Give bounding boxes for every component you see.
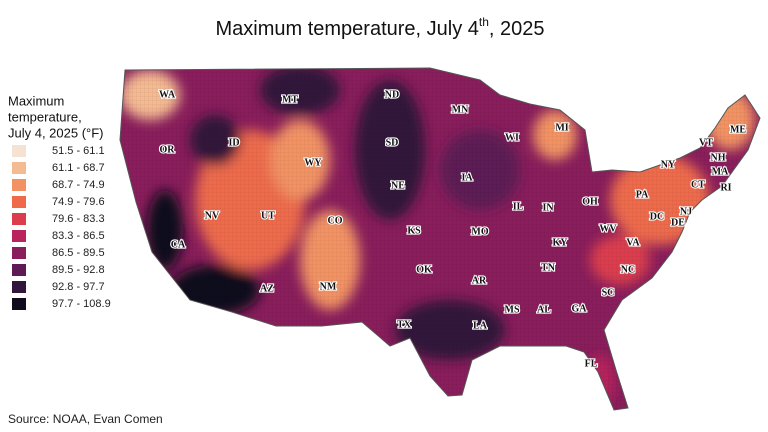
state-label: NM (320, 281, 337, 292)
state-label: ND (385, 89, 399, 100)
state-label: MN (452, 104, 469, 115)
state-label: CT (691, 179, 705, 190)
legend-label: 51.5 - 61.1 (52, 145, 105, 157)
state-label: IA (461, 172, 473, 183)
legend-swatch (12, 264, 26, 276)
state-label: AL (537, 304, 551, 315)
state-label: MI (555, 122, 568, 133)
state-label: RI (720, 182, 731, 193)
legend-swatch (12, 162, 26, 174)
state-label: OR (160, 144, 176, 155)
legend-label: 79.6 - 83.3 (52, 213, 105, 225)
state-label: GA (572, 303, 588, 314)
state-label: ME (730, 124, 746, 135)
legend-swatch (12, 281, 26, 293)
legend-swatch (12, 179, 26, 191)
state-label: WI (505, 132, 519, 143)
map-title: Maximum temperature, July 4th, 2025 (215, 15, 544, 40)
state-label: NH (711, 152, 726, 163)
state-label: NE (391, 180, 405, 191)
state-label: MT (282, 94, 298, 105)
state-label: OK (416, 264, 432, 275)
state-label: MA (712, 166, 729, 177)
state-label: UT (261, 210, 275, 221)
legend-label: 97.7 - 108.9 (52, 298, 111, 310)
state-label: IN (542, 202, 554, 213)
legend-swatch (12, 196, 26, 208)
state-label: CO (328, 215, 343, 226)
legend-swatch (12, 247, 26, 259)
state-label: IL (513, 201, 524, 212)
state-label: CA (171, 239, 186, 250)
legend-label: 61.1 - 68.7 (52, 162, 105, 174)
state-label: KY (553, 237, 569, 248)
legend-swatch (12, 230, 26, 242)
state-label: NJ (680, 206, 692, 217)
temperature-raster (120, 68, 760, 410)
state-label: TN (541, 262, 556, 273)
legend-swatch (12, 145, 26, 157)
state-label: VT (699, 137, 713, 148)
legend-swatch (12, 298, 26, 310)
state-label: AZ (260, 283, 274, 294)
title-rest: , 2025 (489, 18, 545, 40)
legend-label: 89.5 - 92.8 (52, 264, 105, 276)
legend-title: July 4, 2025 (°F) (8, 125, 104, 140)
state-label: VA (626, 237, 640, 248)
state-label: AR (472, 275, 487, 286)
title-sup: th (479, 15, 489, 29)
source: Source: NOAA, Evan Comen (8, 412, 163, 426)
state-label: LA (473, 320, 488, 331)
legend-title: temperature, (8, 109, 82, 124)
state-label: ID (228, 137, 239, 148)
state-label: KS (407, 225, 421, 236)
state-label: DC (650, 211, 664, 222)
state-label: WV (599, 223, 617, 234)
state-label: OH (582, 196, 598, 207)
legend-label: 74.9 - 79.6 (52, 196, 105, 208)
state-label: NV (205, 210, 220, 221)
state-label: PA (636, 189, 649, 200)
state-label: SD (386, 137, 399, 148)
state-label: FL (585, 358, 598, 369)
state-label: MO (471, 226, 488, 237)
title-main: Maximum temperature, July 4 (215, 18, 478, 40)
legend-title: Maximum (8, 93, 64, 108)
state-label: TX (397, 319, 412, 330)
legend-label: 92.8 - 97.7 (52, 281, 105, 293)
legend-label: 86.5 - 89.5 (52, 247, 105, 259)
state-label: NC (621, 264, 635, 275)
legend-label: 83.3 - 86.5 (52, 230, 105, 242)
state-label: NY (661, 159, 676, 170)
state-label: WA (159, 89, 176, 100)
legend-swatch (12, 213, 26, 225)
state-label: MS (505, 304, 520, 315)
state-label: WY (304, 157, 322, 168)
state-label: DE (671, 217, 685, 228)
legend-label: 68.7 - 74.9 (52, 179, 105, 191)
state-label: SC (602, 287, 615, 298)
